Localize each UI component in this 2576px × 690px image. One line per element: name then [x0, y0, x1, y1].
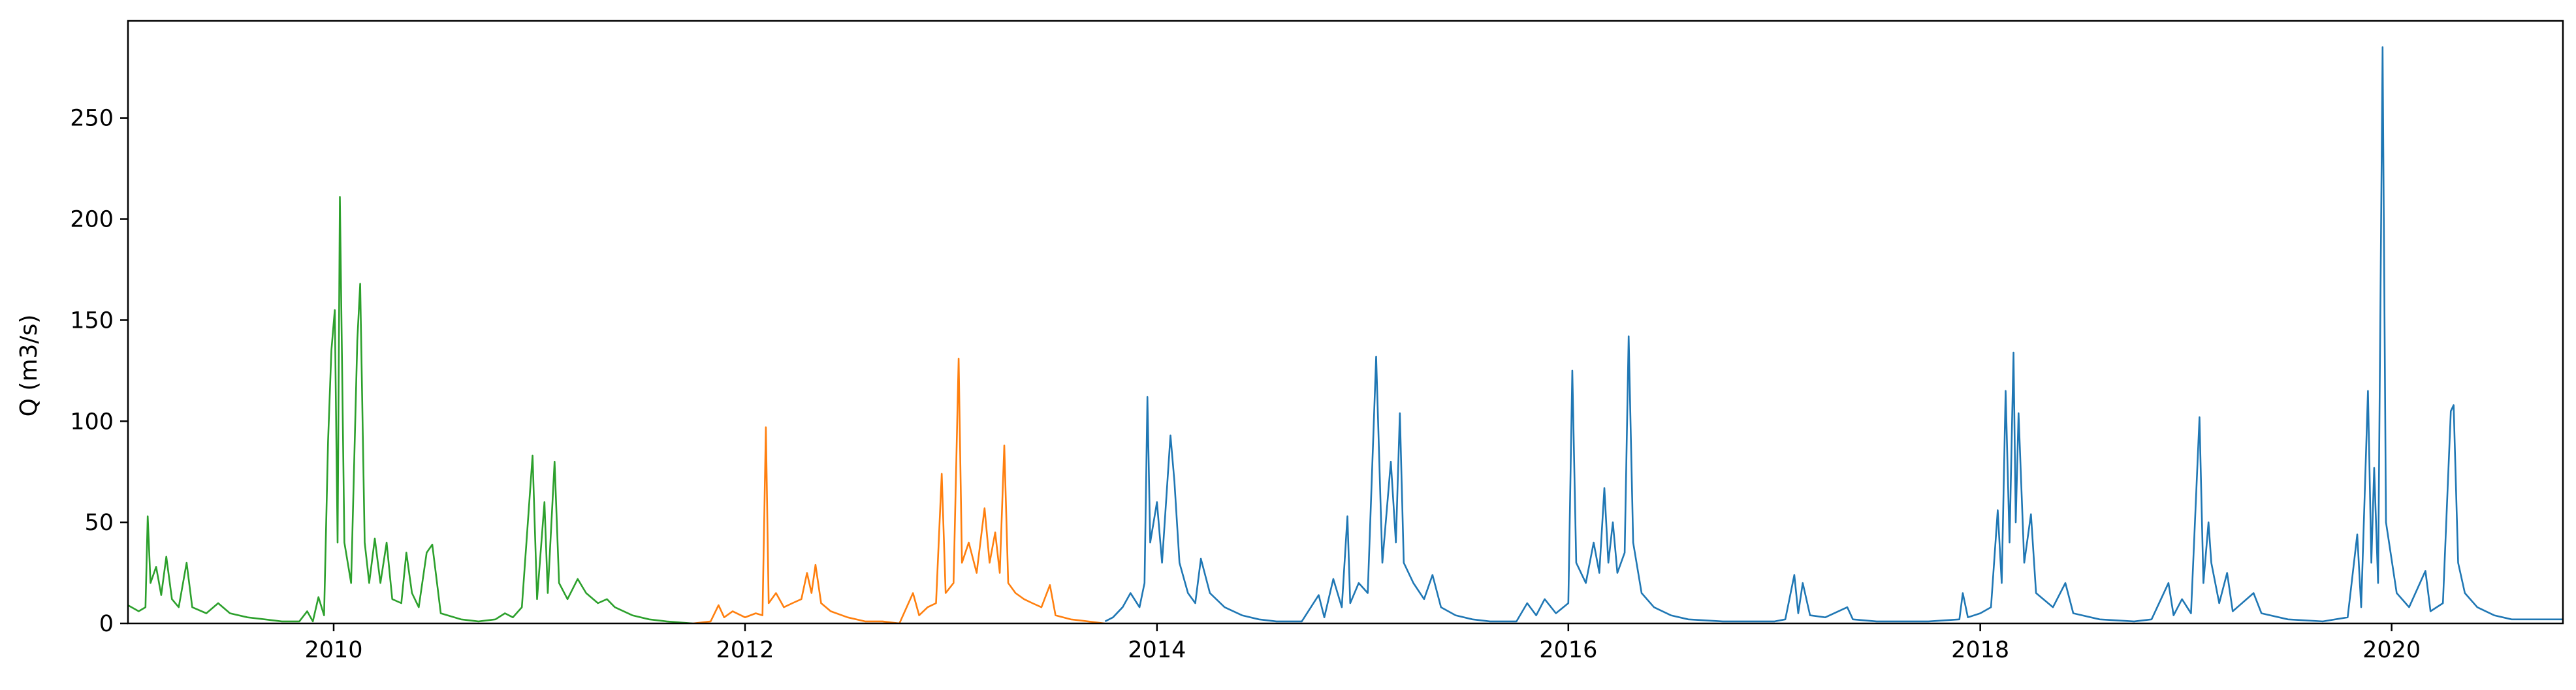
series-line-1 [128, 196, 693, 623]
x-tick-label: 2016 [1539, 637, 1597, 663]
y-tick-label: 0 [99, 611, 114, 637]
plot-frame [127, 20, 2564, 625]
y-tick-label: 50 [84, 510, 114, 536]
y-tick-label: 100 [70, 409, 114, 435]
y-tick-label: 200 [70, 207, 114, 233]
x-tick-label: 2018 [1951, 637, 2009, 663]
x-tick-label: 2010 [304, 637, 362, 663]
y-tick-label: 150 [70, 307, 114, 334]
y-tick-label: 250 [70, 106, 114, 132]
x-tick-label: 2020 [2362, 637, 2421, 663]
series-line-2 [693, 358, 1105, 623]
x-tick-label: 2012 [716, 637, 774, 663]
series-line-3 [1104, 46, 2563, 623]
x-tick-label: 2014 [1128, 637, 1186, 663]
y-axis-label: Q (m3/s) [16, 315, 42, 417]
axes-layer: 0 50 100 150 200 250 2010 2012 2014 2016 2018 2020 [70, 20, 2564, 663]
series-layer [128, 46, 2563, 623]
